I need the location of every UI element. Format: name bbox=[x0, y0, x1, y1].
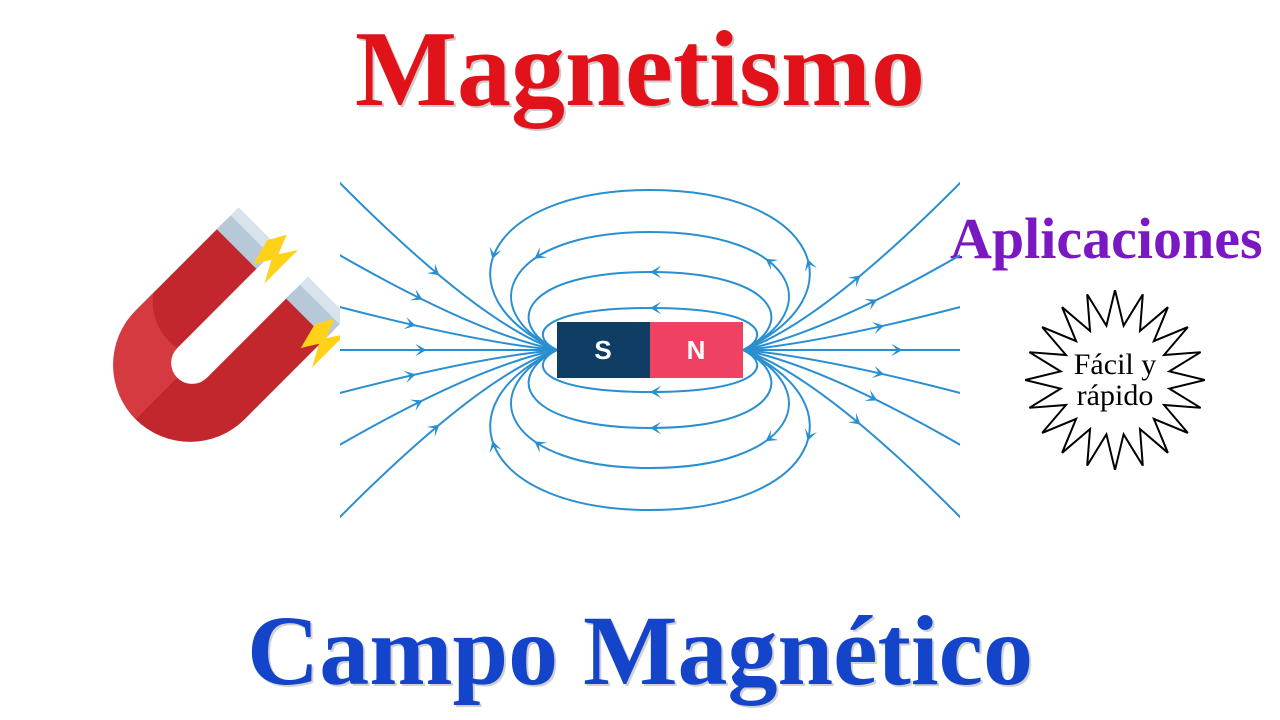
title-magnetismo: Magnetismo bbox=[0, 8, 1280, 132]
infographic-stage: Magnetismo Campo Magnético Aplicaciones … bbox=[0, 0, 1280, 720]
title-campo-magnetico: Campo Magnético bbox=[0, 593, 1280, 708]
starburst-badge: Fácil y rápido bbox=[1025, 290, 1205, 470]
title-magnetismo-text: Magnetismo bbox=[355, 10, 925, 129]
horseshoe-magnet-icon bbox=[60, 195, 340, 515]
horseshoe-magnet bbox=[60, 195, 340, 515]
magnetic-field-diagram: S N bbox=[340, 150, 960, 550]
applications-label: Aplicaciones bbox=[950, 205, 1263, 272]
title-campo-text: Campo Magnético bbox=[247, 595, 1033, 706]
starburst-text: Fácil y rápido bbox=[1025, 290, 1205, 470]
bar-magnet-north: N bbox=[650, 322, 743, 378]
south-label: S bbox=[594, 335, 612, 366]
starburst-line2: rápido bbox=[1077, 380, 1154, 412]
starburst-line1: Fácil y bbox=[1074, 349, 1157, 381]
applications-text: Aplicaciones bbox=[950, 206, 1263, 271]
north-label: N bbox=[687, 335, 707, 366]
bar-magnet: S N bbox=[557, 322, 743, 378]
bar-magnet-south: S bbox=[557, 322, 650, 378]
